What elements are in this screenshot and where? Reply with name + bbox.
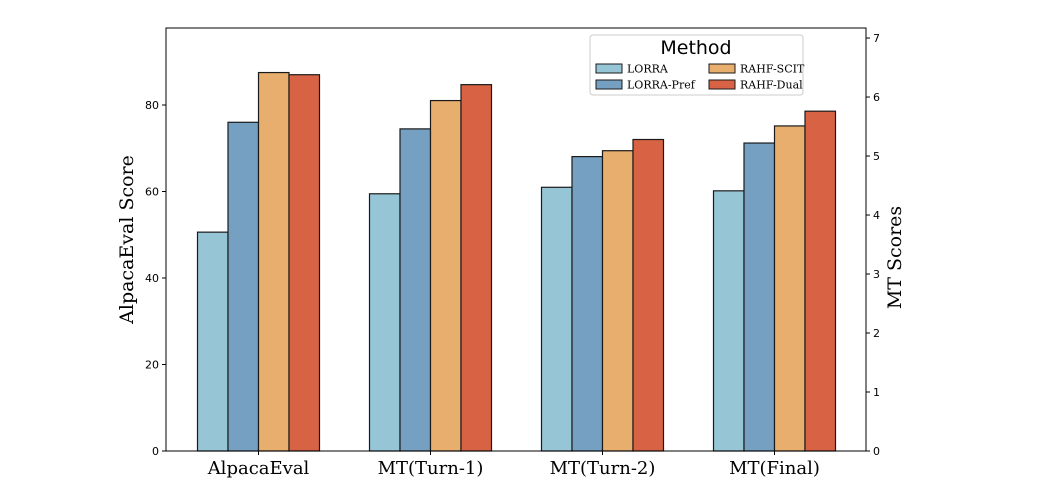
bar-lorra-0 [196, 231, 229, 452]
legend: Method LORRA LORRA-Pref RAHF-SCIT RAHF-Dual [589, 34, 805, 96]
legend-title: Method [660, 37, 731, 59]
y-tick-label-left: 20 [145, 358, 159, 371]
bar-lorra-pref-0 [227, 121, 260, 452]
y-tick-label-right: 3 [873, 268, 880, 281]
y-tick-label-right: 7 [873, 32, 880, 45]
legend-swatch-rahf-dual [708, 79, 736, 90]
y-tick-label-right: 5 [873, 150, 880, 163]
x-tick-label: AlpacaEval [207, 458, 310, 479]
legend-label-rahf-dual: RAHF-Dual [740, 79, 803, 92]
y-tick-label-right: 0 [873, 445, 880, 458]
legend-box [589, 34, 804, 96]
bar-rahf-scit-3 [773, 125, 806, 452]
legend-swatch-lorra [595, 63, 623, 74]
bar-rahf-dual-0 [288, 74, 321, 452]
left-axis: 0 20 40 60 80 [145, 99, 166, 458]
legend-label-lorra: LORRA [627, 63, 669, 76]
y-tick-label-left: 60 [145, 185, 159, 198]
legend-swatch-rahf-scit [708, 63, 736, 74]
plot-frame [165, 27, 867, 452]
y-tick-label-left: 0 [152, 445, 159, 458]
bar-lorra-1 [368, 193, 401, 452]
y-tick-label-right: 2 [873, 327, 880, 340]
y-tick-label-left: 40 [145, 272, 159, 285]
y-axis-title-right: MT Scores [884, 206, 906, 309]
bar-rahf-scit-0 [257, 71, 290, 452]
x-tick-label: MT(Turn-2) [550, 458, 656, 479]
bar-rahf-scit-2 [601, 150, 634, 452]
x-tick-label: MT(Turn-1) [378, 458, 484, 479]
bar-lorra-pref-1 [399, 128, 432, 452]
bar-lorra-2 [540, 186, 573, 452]
bar-lorra-pref-2 [571, 156, 604, 452]
bar-lorra-pref-3 [743, 142, 776, 452]
bar-rahf-dual-3 [804, 110, 837, 452]
legend-swatch-lorra-pref [595, 79, 623, 90]
legend-label-lorra-pref: LORRA-Pref [627, 79, 696, 92]
y-tick-label-right: 6 [873, 91, 880, 104]
y-axis-title-left: AlpacaEval Score [116, 155, 138, 325]
y-tick-label-right: 4 [873, 209, 880, 222]
bars-group [196, 71, 837, 452]
bar-rahf-dual-1 [460, 84, 493, 452]
legend-label-rahf-scit: RAHF-SCIT [740, 63, 805, 76]
y-tick-label-right: 1 [873, 386, 880, 399]
bar-lorra-3 [712, 190, 745, 452]
right-axis: 0 1 2 3 4 5 6 7 [866, 32, 880, 458]
x-tick-label: MT(Final) [729, 458, 820, 479]
bar-rahf-scit-1 [429, 99, 462, 452]
x-axis: AlpacaEval MT(Turn-1) MT(Turn-2) MT(Final) [207, 451, 820, 479]
bar-rahf-dual-2 [632, 138, 665, 452]
y-tick-label-left: 80 [145, 99, 159, 112]
